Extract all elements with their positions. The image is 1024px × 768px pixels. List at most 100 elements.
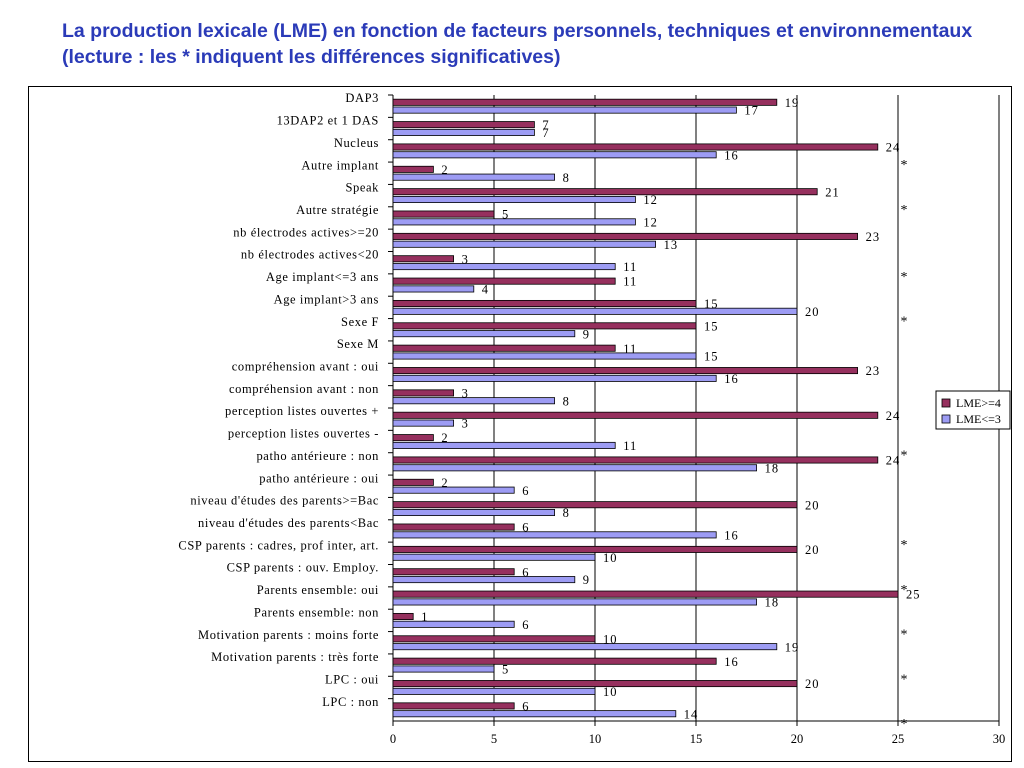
- x-tick-label: 0: [390, 732, 396, 746]
- bar-lme-low: [392, 509, 556, 517]
- bar-lme-low: [392, 218, 636, 226]
- x-tick-label: 5: [491, 732, 497, 746]
- bar-lme-high: [392, 612, 414, 620]
- data-label: 14: [684, 707, 699, 721]
- bar-lme-low: [392, 687, 596, 695]
- data-label: 15: [704, 297, 719, 311]
- category-label: Speak: [345, 181, 379, 195]
- data-label: 3: [462, 387, 469, 401]
- bar-lme-high: [392, 501, 798, 509]
- data-label: 17: [744, 104, 759, 118]
- bar-lme-low: [392, 598, 758, 606]
- significance-star: *: [901, 158, 908, 173]
- bar-lme-low: [392, 151, 717, 159]
- chart-frame: 0 5 10 15 20 25 30 DAP3 19 17 13DAP2 et 1 DAS 7 7 Nuc…: [28, 86, 1012, 762]
- category-label: Nucleus: [334, 136, 379, 150]
- bar-lme-high: [392, 277, 616, 285]
- data-label: 9: [583, 573, 590, 587]
- x-tick-label: 25: [892, 732, 905, 746]
- significance-star: *: [901, 628, 908, 643]
- bar-lme-low: [392, 576, 576, 584]
- data-label: 2: [441, 431, 448, 445]
- data-label: 6: [522, 618, 529, 632]
- bar-lme-high: [392, 411, 879, 419]
- legend-swatch: [941, 414, 951, 424]
- bar-lme-high: [392, 232, 859, 240]
- category-label: Autre implant: [301, 158, 379, 172]
- category-label: Sexe M: [337, 337, 379, 351]
- bar-lme-high: [392, 255, 454, 263]
- bar-lme-high: [392, 143, 879, 151]
- bar-lme-low: [392, 665, 495, 673]
- data-label: 4: [482, 283, 489, 297]
- data-label: 16: [724, 528, 739, 542]
- data-label: 10: [603, 685, 618, 699]
- bar-lme-low: [392, 464, 758, 472]
- data-label: 5: [502, 663, 509, 677]
- data-label: 15: [704, 319, 719, 333]
- category-label: Age implant<=3 ans: [266, 270, 379, 284]
- significance-star: *: [901, 449, 908, 464]
- category-label: perception listes ouvertes -: [228, 427, 379, 441]
- bar-lme-low: [392, 553, 596, 561]
- data-label: 10: [603, 551, 618, 565]
- data-label: 6: [522, 565, 529, 579]
- significance-star: *: [901, 270, 908, 285]
- category-label: Motivation parents : moins forte: [198, 628, 379, 642]
- bar-lme-high: [392, 680, 798, 688]
- category-label: Age implant>3 ans: [274, 292, 379, 306]
- data-label: 18: [765, 461, 780, 475]
- category-label: patho antérieure : oui: [259, 471, 379, 485]
- bar-lme-low: [392, 531, 717, 539]
- bar-lme-low: [392, 441, 616, 449]
- category-label: nb électrodes actives<20: [241, 248, 379, 262]
- data-label: 12: [643, 193, 658, 207]
- category-label: compréhension avant : non: [229, 382, 379, 396]
- bar-lme-low: [392, 330, 576, 338]
- x-tick-label: 15: [690, 732, 703, 746]
- bar-lme-low: [392, 486, 515, 494]
- data-label: 20: [805, 305, 820, 319]
- bar-lme-low: [392, 196, 636, 204]
- bar-lme-high: [392, 568, 515, 576]
- bar-lme-low: [392, 240, 657, 248]
- category-label: LPC : oui: [325, 672, 379, 686]
- data-label: 11: [623, 342, 637, 356]
- data-label: 6: [522, 700, 529, 714]
- x-tick-label: 10: [589, 732, 602, 746]
- category-label: niveau d'études des parents>=Bac: [190, 494, 379, 508]
- category-label: DAP3: [345, 91, 379, 105]
- data-label: 3: [462, 417, 469, 431]
- category-label: Parents ensemble: oui: [257, 583, 379, 597]
- data-label: 15: [704, 350, 719, 364]
- data-label: 9: [583, 327, 590, 341]
- data-label: 19: [785, 96, 800, 110]
- bar-lme-high: [392, 210, 495, 218]
- bar-lme-high: [392, 121, 535, 129]
- x-tick-label: 20: [791, 732, 804, 746]
- bar-lme-high: [392, 322, 697, 330]
- bar-lme-high: [392, 434, 434, 442]
- bar-lme-low: [392, 285, 475, 293]
- data-label: 16: [724, 372, 739, 386]
- data-label: 24: [886, 454, 901, 468]
- bar-lme-high: [392, 657, 717, 665]
- category-label: CSP parents : ouv. Employ.: [227, 561, 379, 575]
- data-label: 20: [805, 677, 820, 691]
- category-label: Sexe F: [341, 315, 379, 329]
- bar-lme-low: [392, 307, 798, 315]
- legend-swatch: [941, 398, 951, 408]
- data-label: 20: [805, 498, 820, 512]
- data-label: 5: [502, 208, 509, 222]
- bar-lme-low: [392, 374, 717, 382]
- data-label: 6: [522, 521, 529, 535]
- bar-lme-high: [392, 590, 899, 598]
- bar-lme-low: [392, 419, 454, 427]
- data-label: 24: [886, 141, 901, 155]
- category-label: patho antérieure : non: [256, 449, 379, 463]
- data-label: 11: [623, 439, 637, 453]
- data-label: 23: [866, 230, 881, 244]
- significance-star: *: [901, 538, 908, 553]
- category-label: niveau d'études des parents<Bac: [198, 516, 379, 530]
